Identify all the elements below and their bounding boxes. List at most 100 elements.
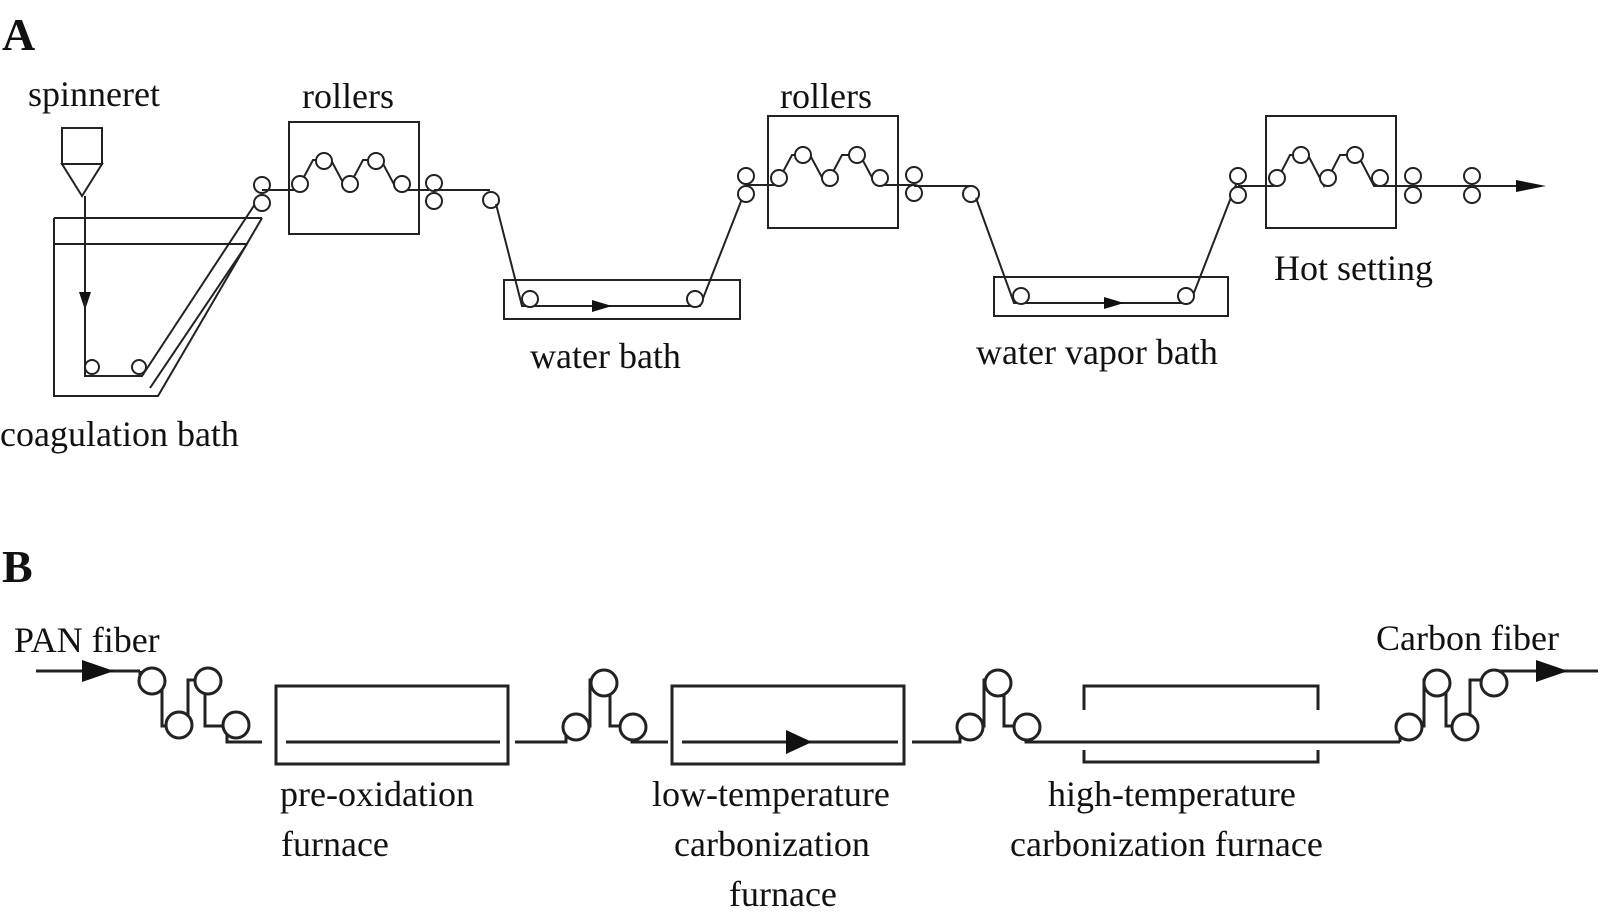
roller — [393, 175, 411, 193]
pan-fiber-label: PAN fiber — [14, 620, 160, 660]
low-temperature-label-2: carbonization — [674, 824, 870, 864]
low-temperature-furnace — [670, 684, 906, 766]
roller — [291, 175, 309, 193]
hot-setting-box — [1265, 115, 1397, 229]
roller — [794, 146, 812, 164]
roller-group-3 — [912, 668, 1090, 744]
roller — [1012, 712, 1042, 742]
roller — [561, 712, 591, 742]
guide-roller — [425, 174, 443, 192]
water-bath-label: water bath — [530, 336, 681, 376]
spinneret-nozzle — [60, 163, 104, 198]
roller — [1394, 712, 1424, 742]
output-arrow-icon — [1516, 180, 1546, 192]
fiber-path-water-bath — [495, 185, 748, 307]
roller — [848, 146, 866, 164]
coagulation-bath — [53, 217, 263, 397]
fiber-path-coagulation — [84, 197, 260, 377]
pre-oxidation-label-2: furnace — [281, 824, 389, 864]
water-vapor-bath — [975, 181, 1238, 317]
high-temperature-furnace — [1082, 684, 1400, 764]
water-vapor-bath-tank — [993, 276, 1229, 317]
hot-setting-label: Hot setting — [1274, 248, 1433, 288]
roller — [1268, 169, 1286, 187]
spinneret — [60, 127, 104, 198]
high-temperature-furnace-top — [1082, 684, 1320, 710]
pre-oxidation-furnace-box — [274, 684, 510, 766]
rollers-box-1 — [288, 121, 420, 235]
panel-a: A spinneret coagulation bath — [0, 9, 1546, 454]
water-bath — [495, 185, 748, 320]
coagulation-bath-inner-wall — [149, 243, 248, 389]
rollers-unit-2 — [746, 115, 914, 229]
guide-roller — [425, 192, 443, 210]
rollers-2-label: rollers — [780, 76, 872, 116]
rollers-1-label: rollers — [302, 76, 394, 116]
low-temperature-label-1: low-temperature — [652, 774, 890, 814]
guide-roller — [1404, 186, 1422, 204]
coagulation-bath-outer — [53, 217, 263, 397]
bath-roller — [1012, 287, 1030, 305]
fiber-path-water-vapor-bath — [975, 181, 1238, 304]
low-temperature-direction-arrow-icon — [786, 730, 812, 754]
roller — [1292, 146, 1310, 164]
roller — [193, 666, 223, 696]
output-arrow-icon — [1536, 660, 1568, 682]
roller — [618, 712, 648, 742]
hot-setting-unit — [1238, 115, 1520, 229]
roller — [315, 152, 333, 170]
roller — [983, 668, 1013, 698]
low-temperature-label-3: furnace — [729, 874, 837, 912]
pre-oxidation-furnace — [274, 684, 510, 766]
high-temperature-furnace-bottom — [1082, 750, 1320, 764]
roller — [1450, 712, 1480, 742]
guide-roller — [253, 194, 271, 212]
panel-b: B PAN fiber Carbon fiber pre-oxidation f… — [2, 541, 1598, 912]
roller — [821, 169, 839, 187]
water-vapor-bath-direction-arrow-icon — [1104, 297, 1124, 309]
guide-roller — [962, 185, 980, 203]
guide-roller — [1229, 186, 1247, 204]
spinneret-body — [61, 127, 103, 165]
roller — [137, 666, 167, 696]
roller-group-1 — [137, 666, 262, 744]
guide-roller — [1463, 186, 1481, 204]
panel-b-letter: B — [2, 541, 33, 592]
panel-a-letter: A — [2, 9, 35, 60]
roller-group-2 — [515, 668, 668, 744]
roller — [955, 712, 985, 742]
guide-roller — [482, 191, 500, 209]
guide-roller — [1404, 167, 1422, 185]
guide-roller — [737, 167, 755, 185]
rollers-box-2 — [767, 115, 899, 229]
input-arrow-icon — [82, 660, 114, 682]
roller — [871, 169, 889, 187]
roller — [1371, 169, 1389, 187]
roller — [1422, 668, 1452, 698]
roller — [1479, 668, 1509, 698]
roller — [1346, 146, 1364, 164]
coagulation-bath-label: coagulation bath — [0, 414, 239, 454]
roller — [164, 710, 194, 740]
roller — [770, 169, 788, 187]
guide-roller — [1229, 167, 1247, 185]
roller — [1319, 169, 1337, 187]
rollers-unit-1 — [262, 121, 429, 235]
bath-roller — [521, 290, 539, 308]
guide-roller — [131, 359, 147, 375]
roller — [589, 668, 619, 698]
guide-roller — [905, 166, 923, 184]
roller — [341, 175, 359, 193]
guide-roller — [84, 359, 100, 375]
roller-group-4 — [1394, 668, 1598, 742]
low-temperature-furnace-box — [670, 684, 906, 766]
high-temperature-label-2: carbonization furnace — [1010, 824, 1323, 864]
roller — [221, 710, 251, 740]
carbon-fiber-label: Carbon fiber — [1376, 618, 1559, 658]
pre-oxidation-label-1: pre-oxidation — [280, 774, 474, 814]
high-temperature-label-1: high-temperature — [1048, 774, 1296, 814]
roller — [367, 152, 385, 170]
water-vapor-bath-label: water vapor bath — [976, 332, 1218, 372]
guide-roller — [905, 184, 923, 202]
